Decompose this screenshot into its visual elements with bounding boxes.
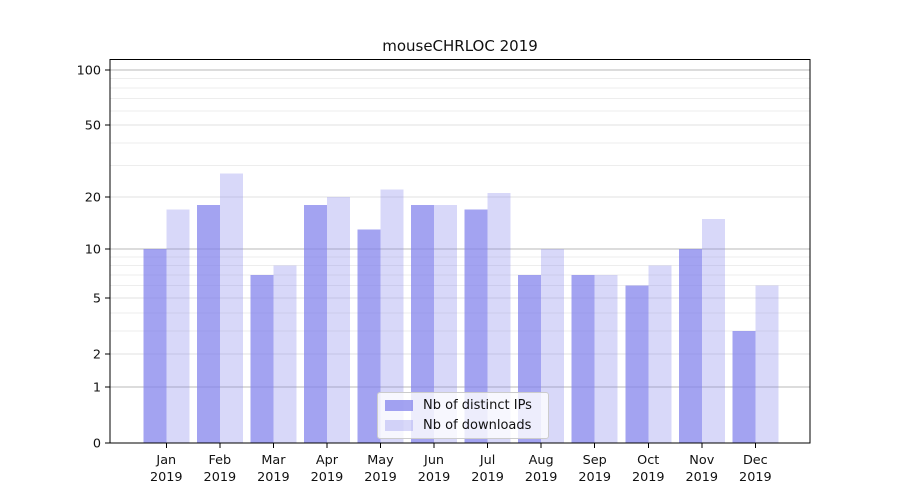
- x-tick-label-month: Nov: [689, 453, 714, 468]
- x-tick-label-year: 2019: [150, 470, 183, 485]
- x-tick-label-month: Feb: [209, 453, 232, 468]
- x-tick-label-month: Oct: [637, 453, 659, 468]
- x-tick-label-year: 2019: [418, 470, 451, 485]
- bar: [732, 330, 756, 443]
- bar: [357, 229, 381, 443]
- bar: [701, 218, 725, 443]
- bar: [196, 205, 220, 443]
- bar: [755, 285, 779, 443]
- x-tick-label-year: 2019: [204, 470, 237, 485]
- y-tick-label: 2: [93, 348, 101, 363]
- plot-frame: [109, 59, 811, 444]
- y-tick-label: 100: [77, 64, 101, 79]
- x-tick-label-month: Dec: [743, 453, 768, 468]
- x-tick-label-year: 2019: [739, 470, 772, 485]
- y-tick-label: 20: [85, 190, 101, 205]
- bar: [250, 274, 274, 443]
- legend-swatch-distinct-ips: [385, 400, 413, 412]
- x-tick-label-year: 2019: [578, 470, 611, 485]
- bar: [273, 265, 297, 443]
- legend-label-distinct-ips: Nb of distinct IPs: [423, 398, 532, 414]
- x-tick-label-month: Mar: [261, 453, 286, 468]
- x-tick-label-month: May: [367, 453, 394, 468]
- bar: [487, 193, 511, 443]
- x-tick-label-year: 2019: [311, 470, 344, 485]
- x-tick-label-month: Jan: [155, 453, 176, 468]
- x-tick-label-year: 2019: [257, 470, 290, 485]
- bar: [303, 205, 327, 443]
- legend-label-downloads: Nb of downloads: [423, 417, 532, 433]
- legend-swatch-downloads: [385, 419, 413, 431]
- bar: [143, 249, 167, 443]
- bar: [411, 205, 435, 443]
- bar: [326, 196, 350, 443]
- series-distinct-ips: [143, 205, 756, 443]
- bar: [380, 189, 404, 443]
- y-tick-label: 5: [93, 292, 101, 307]
- series-downloads: [166, 173, 779, 443]
- legend: Nb of distinct IPs Nb of downloads: [377, 392, 549, 439]
- x-tick-label-month: Jun: [423, 453, 444, 468]
- bar: [464, 209, 488, 443]
- x-tick-label-year: 2019: [632, 470, 665, 485]
- x-tick-label-month: Jul: [479, 453, 495, 468]
- bar: [219, 173, 243, 443]
- bar: [434, 205, 458, 443]
- y-tick-label: 1: [93, 380, 101, 395]
- bar: [571, 274, 595, 443]
- bar: [625, 285, 649, 443]
- legend-item-downloads: Nb of downloads: [385, 417, 541, 434]
- x-tick-label-year: 2019: [686, 470, 719, 485]
- y-tick-label: 0: [93, 437, 101, 452]
- bar: [594, 274, 618, 443]
- bar: [678, 249, 702, 443]
- x-tick-label-month: Apr: [316, 453, 339, 468]
- legend-item-distinct-ips: Nb of distinct IPs: [385, 397, 541, 414]
- x-tick-label-year: 2019: [525, 470, 558, 485]
- x-tick-label-month: Sep: [583, 453, 607, 468]
- bar: [648, 265, 672, 443]
- y-tick-label: 10: [85, 243, 101, 258]
- x-tick-label-month: Aug: [529, 453, 554, 468]
- x-tick-label-year: 2019: [471, 470, 504, 485]
- y-tick-label: 50: [85, 119, 101, 134]
- x-tick-label-year: 2019: [364, 470, 397, 485]
- bar: [166, 209, 190, 443]
- chart-title: mouseCHRLOC 2019: [382, 37, 538, 55]
